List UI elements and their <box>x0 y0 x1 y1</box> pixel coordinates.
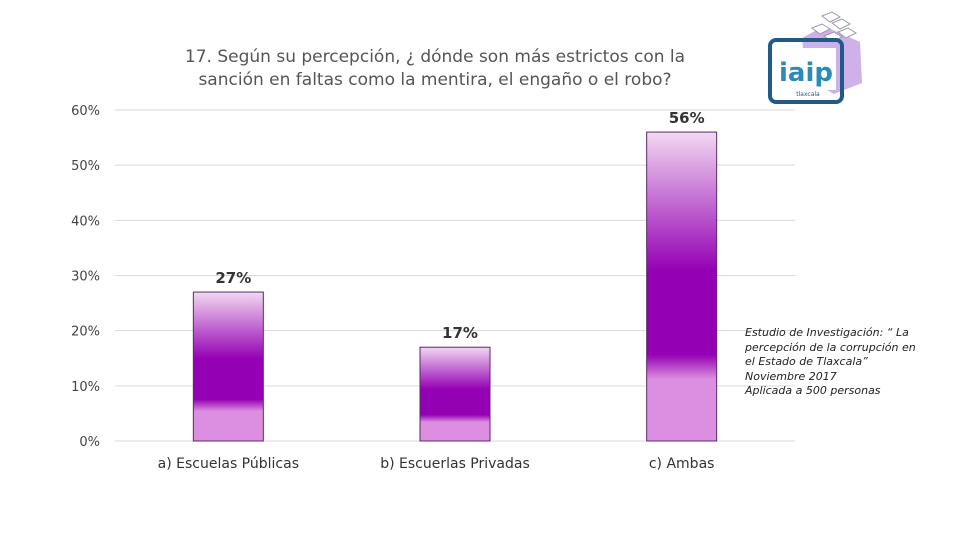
bar <box>192 291 264 442</box>
y-tick-label: 20% <box>71 325 100 340</box>
y-tick-label: 60% <box>71 104 100 119</box>
value-labels: 27% 17% 56% <box>215 109 704 342</box>
y-axis-ticks: 0% 10% 20% 30% 40% 50% 60% <box>71 104 100 450</box>
y-tick-label: 50% <box>71 159 100 174</box>
y-tick-label: 0% <box>79 435 100 450</box>
bars <box>192 131 718 442</box>
source-note-line: el Estado de Tlaxcala” <box>745 355 868 368</box>
x-tick-label: b) Escuerlas Privadas <box>380 456 530 472</box>
source-note-line: Noviembre 2017 <box>745 369 837 383</box>
logo-subtext: tlaxcala <box>796 91 820 98</box>
logo-text: iaip <box>779 58 833 88</box>
y-tick-label: 30% <box>71 270 100 285</box>
source-note-line: Estudio de Investigación: “ La <box>745 326 909 339</box>
source-note: Estudio de Investigación: “ La percepció… <box>745 326 935 399</box>
x-tick-label: c) Ambas <box>649 456 715 472</box>
iaip-logo: iaip tlaxcala <box>768 11 862 104</box>
value-label: 27% <box>215 269 251 287</box>
value-label: 56% <box>669 109 705 127</box>
x-axis-ticks: a) Escuelas Públicas b) Escuerlas Privada… <box>158 456 715 472</box>
y-tick-label: 10% <box>71 380 100 395</box>
x-tick-label: a) Escuelas Públicas <box>158 456 299 472</box>
y-tick-label: 40% <box>71 214 100 229</box>
source-note-line: Aplicada a 500 personas <box>745 384 881 397</box>
chart-title: 17. Según su percepción, ¿ dónde son más… <box>150 46 720 92</box>
chart-title-line-1: 17. Según su percepción, ¿ dónde son más… <box>184 47 686 67</box>
chart-title-line-2: sanción en faltas como la mentira, el en… <box>198 70 672 90</box>
value-label: 17% <box>442 324 478 342</box>
bar <box>646 131 718 442</box>
bar <box>419 346 491 442</box>
source-note-line: percepción de la corrupción en <box>745 340 916 354</box>
